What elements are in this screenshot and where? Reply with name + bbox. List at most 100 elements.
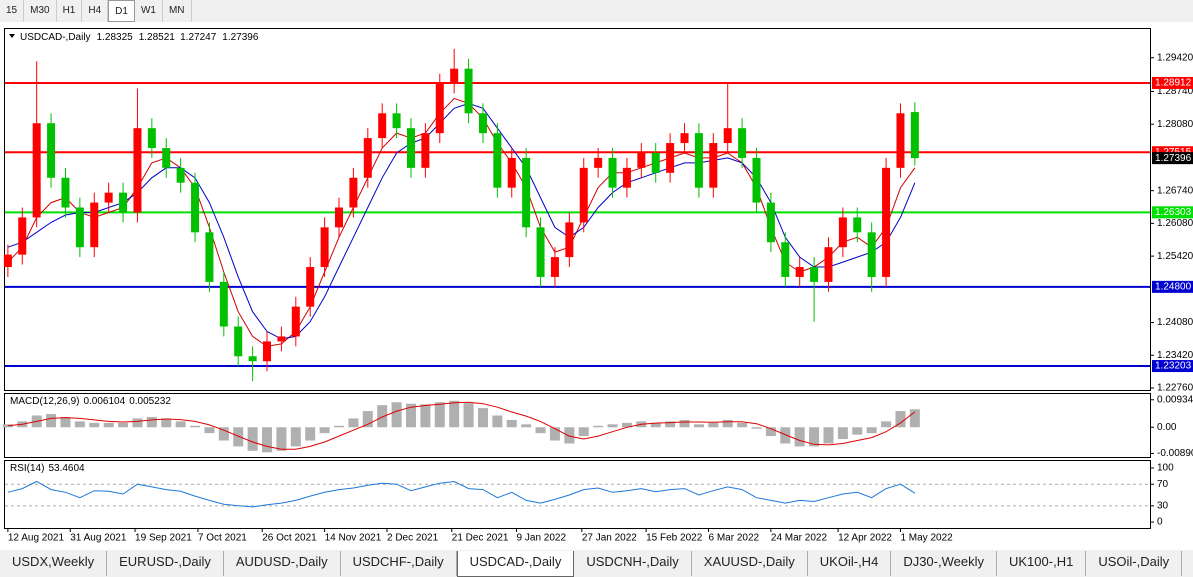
macd-bar xyxy=(765,427,776,437)
y-tick-label: 1.28080 xyxy=(1157,119,1193,130)
candle-body xyxy=(838,217,847,248)
timeframe-button[interactable]: D1 xyxy=(108,0,135,22)
macd-bar xyxy=(89,422,100,428)
timeframe-button[interactable]: 15 xyxy=(0,0,25,22)
header-value: 53.4604 xyxy=(48,463,85,474)
chart-tab[interactable]: UK100-,H1 xyxy=(997,551,1087,576)
moving-average xyxy=(7,102,916,340)
macd-bar xyxy=(2,424,13,428)
y-tick-label: -0.00890 xyxy=(1157,448,1193,459)
macd-bar xyxy=(621,422,632,428)
candle-body xyxy=(579,167,588,223)
candle-body xyxy=(853,217,862,233)
candle-body xyxy=(205,232,214,282)
candle-body xyxy=(378,113,387,139)
macd-bar xyxy=(492,415,503,428)
level-label: 1.23203 xyxy=(1155,361,1192,372)
chart-tab[interactable]: AUDUSD-,Daily xyxy=(224,551,341,576)
chart-tab[interactable]: DJ30-,Weekly xyxy=(891,551,997,576)
macd-bar xyxy=(204,427,215,434)
candle-body xyxy=(795,267,804,277)
candle-body xyxy=(464,68,473,114)
candle-body xyxy=(882,167,891,277)
candle-body xyxy=(392,113,401,129)
price-frame xyxy=(4,28,1151,391)
x-tick-label: 26 Oct 2021 xyxy=(262,533,317,544)
candle-body xyxy=(622,167,631,188)
chart-tab[interactable]: USDCAD-,Daily xyxy=(456,551,575,577)
macd-bar xyxy=(233,427,244,447)
candle-body xyxy=(522,157,531,228)
candle-body xyxy=(18,217,27,255)
timeframe-button[interactable]: H1 xyxy=(57,0,83,22)
y-tick-label: 1.29420 xyxy=(1157,52,1193,63)
y-tick-label: 30 xyxy=(1157,500,1169,511)
chart-tab[interactable]: HK50- xyxy=(1182,551,1193,576)
macd-bar xyxy=(881,421,892,428)
macd-bar xyxy=(693,424,704,428)
candle-body xyxy=(90,202,99,248)
timeframe-button[interactable]: H4 xyxy=(82,0,109,22)
y-tick-label: 0.00 xyxy=(1157,422,1177,433)
macd-bar xyxy=(837,427,848,440)
macd-bar xyxy=(607,424,618,428)
chart-tab[interactable]: USDCHF-,Daily xyxy=(341,551,457,576)
chart-tab[interactable]: UKOil-,H4 xyxy=(808,551,892,576)
macd-bar xyxy=(333,425,344,428)
timeframe-button[interactable]: W1 xyxy=(135,0,163,22)
y-tick-label: 1.26080 xyxy=(1157,218,1193,229)
macd-bar xyxy=(521,424,532,428)
chart-tab[interactable]: USOil-,Daily xyxy=(1086,551,1183,576)
macd-bar xyxy=(665,421,676,428)
y-tick-label: 1.22760 xyxy=(1157,383,1193,394)
candle-body xyxy=(824,247,833,282)
chart-tab[interactable]: USDX,Weekly xyxy=(0,551,108,576)
candle-body xyxy=(565,222,574,258)
macd-bar xyxy=(262,427,273,453)
candle-body xyxy=(47,123,56,178)
timeframe-button[interactable]: M30 xyxy=(24,0,57,22)
macd-bar xyxy=(866,427,877,434)
y-tick-label: 1.28740 xyxy=(1157,86,1193,97)
x-tick-label: 14 Nov 2021 xyxy=(325,533,382,544)
macd-bar xyxy=(794,427,805,447)
chart-header: USDCAD-,Daily 1.28325 1.28521 1.27247 1.2739… xyxy=(20,32,259,43)
candle-body xyxy=(421,133,430,168)
y-tick-label: 70 xyxy=(1157,479,1169,490)
candle-body xyxy=(723,128,732,144)
timeframe-button[interactable]: MN xyxy=(163,0,192,22)
candle-body xyxy=(119,192,128,213)
candle-body xyxy=(435,83,444,134)
header-value: 1.28521 xyxy=(139,32,176,43)
macd-bar xyxy=(60,416,71,428)
price-label: 1.27396 xyxy=(1155,153,1192,164)
candle-body xyxy=(133,128,142,213)
macd-bar xyxy=(377,405,388,428)
macd-bar xyxy=(780,427,791,444)
macd-bar xyxy=(679,419,690,428)
chart: 1.29420 1.28740 1.28080 1.26740 1.26080 1.254… xyxy=(0,22,1193,550)
level-label-bg xyxy=(1152,206,1193,219)
candle-body xyxy=(363,138,372,178)
macd-bar xyxy=(276,427,287,451)
x-tick-label: 1 May 2022 xyxy=(900,533,953,544)
candle-body xyxy=(277,336,286,342)
candle-body xyxy=(191,182,200,233)
y-tick-label: 1.24080 xyxy=(1157,317,1193,328)
candle-body xyxy=(61,177,70,208)
level-label: 1.28912 xyxy=(1155,78,1192,89)
header-value: 0.005232 xyxy=(129,396,171,407)
candle-body xyxy=(406,128,415,168)
x-tick-label: 24 Mar 2022 xyxy=(771,533,828,544)
macd-header: MACD(12,26,9) 0.006104 0.005232 xyxy=(10,396,171,407)
candle-body xyxy=(666,143,675,173)
candle-body xyxy=(493,133,502,188)
chart-tab[interactable]: XAUUSD-,Daily xyxy=(692,551,808,576)
chart-tab[interactable]: USDCNH-,Daily xyxy=(574,551,692,576)
macd-bar xyxy=(132,418,143,428)
candle-body xyxy=(637,152,646,168)
chart-tab[interactable]: EURUSD-,Daily xyxy=(107,551,224,576)
candle-body xyxy=(507,157,516,188)
candle-body xyxy=(234,326,243,357)
